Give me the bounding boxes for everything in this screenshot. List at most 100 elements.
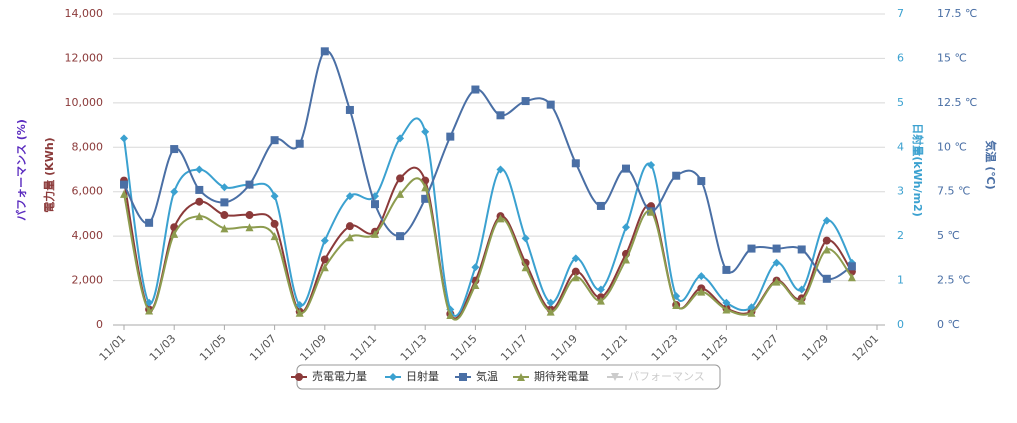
point (571, 254, 580, 263)
x-tick-label: 11/01 (97, 332, 129, 364)
point (270, 232, 279, 241)
point (672, 171, 681, 180)
point (546, 307, 555, 316)
legend-label[interactable]: 日射量 (406, 369, 439, 383)
point (120, 134, 128, 143)
legend-label[interactable]: 気温 (476, 369, 498, 383)
point (747, 244, 756, 253)
point (722, 265, 731, 274)
y2-tick-label: 6 (897, 51, 904, 64)
y3-tick-label: 15 ℃ (937, 51, 967, 64)
point (596, 296, 605, 305)
point (797, 245, 806, 254)
point (320, 255, 329, 264)
point (220, 224, 229, 233)
point (822, 236, 831, 245)
point (220, 183, 229, 192)
point (220, 211, 229, 220)
x-tick-label: 11/29 (799, 332, 831, 364)
x-tick-label: 11/21 (599, 332, 631, 364)
point (471, 85, 480, 94)
point (195, 185, 204, 194)
legend-label[interactable]: 売電電力量 (312, 370, 367, 383)
point (295, 308, 304, 317)
point (295, 301, 304, 310)
legend-label[interactable]: パフォーマンス (628, 370, 705, 383)
y-tick-label: 4,000 (72, 229, 104, 242)
point (170, 145, 179, 154)
point (496, 165, 505, 174)
point (270, 192, 279, 201)
point (697, 287, 706, 296)
point (446, 132, 455, 141)
y-tick-label: 2,000 (72, 274, 104, 287)
point (170, 187, 179, 196)
point (622, 223, 630, 232)
point (345, 105, 354, 114)
point (396, 134, 405, 143)
x-tick-label: 11/23 (649, 332, 681, 364)
point (571, 267, 580, 276)
point (622, 255, 630, 264)
point (596, 201, 605, 210)
legend-label[interactable]: 期待発電量 (534, 369, 589, 383)
point (822, 245, 831, 254)
point (145, 218, 154, 227)
point (622, 164, 630, 173)
point (396, 174, 405, 183)
x-tick-label: 11/05 (197, 332, 229, 364)
series-line (123, 117, 853, 317)
series-line (123, 166, 853, 320)
point (747, 308, 756, 317)
point (371, 229, 379, 238)
point (517, 373, 525, 381)
y-tick-label: 8,000 (72, 140, 104, 153)
y-axis-title-secondary: パフォーマンス (%) (15, 119, 28, 221)
x-tick-label: 11/03 (147, 332, 179, 364)
point (471, 263, 480, 272)
x-tick-label: 11/13 (398, 332, 430, 364)
point (195, 212, 204, 221)
point (120, 189, 128, 198)
y2-tick-label: 7 (897, 7, 904, 20)
y3-tick-label: 10 ℃ (937, 140, 967, 153)
point (320, 236, 329, 245)
point (345, 233, 354, 242)
point (389, 373, 397, 381)
point (270, 136, 279, 145)
point (270, 219, 279, 228)
y2-tick-label: 5 (897, 96, 904, 109)
point (396, 189, 405, 198)
point (295, 139, 304, 148)
y2-tick-label: 2 (897, 229, 904, 242)
point (496, 214, 505, 223)
point (697, 272, 706, 281)
point (822, 274, 831, 283)
y3-tick-label: 0 ℃ (937, 318, 960, 331)
point (521, 234, 530, 243)
y3-tick-label: 2.5 ℃ (937, 274, 970, 287)
y3-tick-label: 12.5 ℃ (937, 96, 977, 109)
point (647, 161, 656, 170)
point (145, 298, 154, 307)
point (195, 197, 204, 206)
point (320, 263, 329, 272)
point (421, 194, 430, 203)
point (220, 198, 229, 207)
point (596, 285, 605, 294)
y2-tick-label: 1 (897, 274, 904, 287)
point (546, 298, 555, 307)
point (320, 47, 329, 56)
point (245, 211, 254, 220)
point (245, 180, 254, 189)
point (421, 183, 430, 192)
point (521, 263, 530, 272)
y3-tick-label: 5 ℃ (937, 229, 960, 242)
point (797, 285, 806, 294)
point (345, 222, 354, 231)
y-tick-label: 10,000 (65, 96, 104, 109)
point (697, 177, 706, 186)
point (571, 159, 580, 168)
y3-axis-title: 気温 (℃) (984, 140, 998, 189)
